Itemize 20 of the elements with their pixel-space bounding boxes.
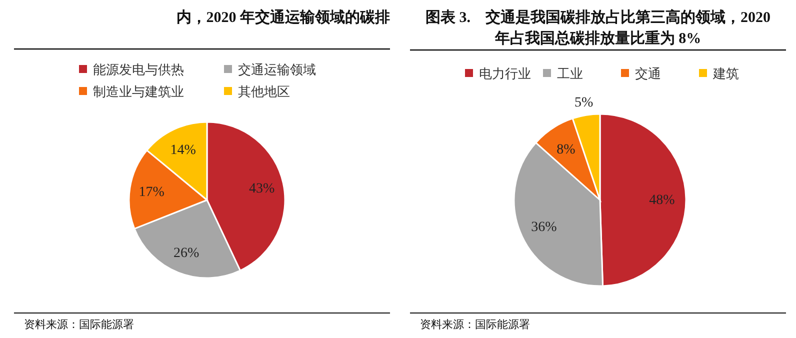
legend-label: 交通 [635, 66, 661, 82]
data-label: 43% [248, 182, 275, 197]
data-label: 14% [170, 143, 196, 158]
data-label: 5% [574, 95, 594, 110]
data-label: 48% [649, 192, 676, 208]
data-label: 26% [173, 246, 200, 262]
text: 资料来源：国际能源署 [24, 318, 134, 331]
legend-label: 其他地区 [238, 85, 290, 100]
chart-title: 图表 3. 交通是我国碳排放占比第三高的领域，2020 年占我国总碳排放量比重为 8% [426, 8, 770, 47]
legend-label: 制造业与建筑业 [93, 85, 184, 100]
legend-label: 能源发电与供热 [93, 63, 184, 78]
data-label: 36% [531, 220, 558, 236]
data-label: 17% [138, 185, 165, 200]
legend-label: 交通运输领域 [238, 62, 316, 78]
legend-label: 工业 [557, 67, 583, 82]
legend-label: 建筑 [712, 67, 739, 82]
text: 资料来源：国际能源署 [420, 318, 530, 331]
data-label: 8% [556, 142, 576, 158]
chart-title: 内，2020 年交通运输领域的碳排 [176, 8, 390, 26]
legend-label: 电力行业 [479, 67, 531, 82]
